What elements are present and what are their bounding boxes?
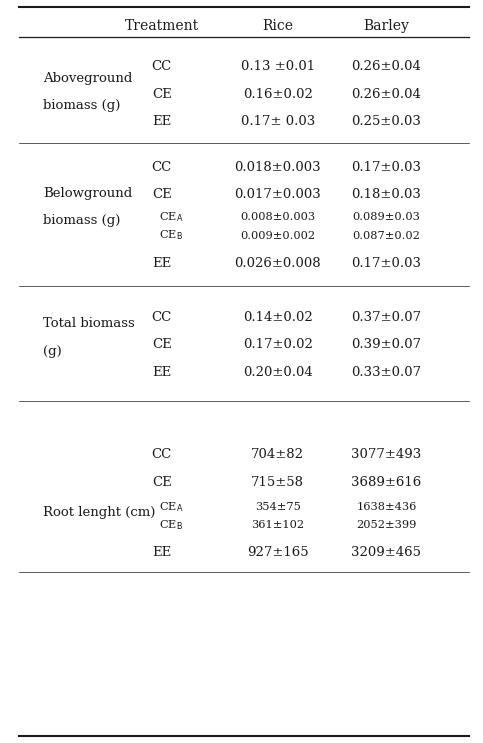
- Text: 0.25±0.03: 0.25±0.03: [352, 115, 421, 129]
- Text: 0.17±0.02: 0.17±0.02: [243, 338, 313, 351]
- Text: CC: CC: [152, 448, 172, 461]
- Text: 0.008±0.003: 0.008±0.003: [240, 212, 315, 222]
- Text: 927±165: 927±165: [247, 546, 309, 559]
- Text: EE: EE: [152, 546, 171, 559]
- Text: 0.26±0.04: 0.26±0.04: [352, 88, 421, 101]
- Text: Treatment: Treatment: [125, 19, 199, 33]
- Text: CC: CC: [152, 311, 172, 324]
- Text: 0.017±0.003: 0.017±0.003: [234, 188, 321, 201]
- Text: Belowground: Belowground: [43, 186, 133, 200]
- Text: CE: CE: [152, 476, 171, 489]
- Text: 0.13 ±0.01: 0.13 ±0.01: [241, 60, 315, 74]
- Text: Rice: Rice: [262, 19, 293, 33]
- Text: 1638±436: 1638±436: [356, 502, 417, 512]
- Text: CE$_\mathrm{A}$: CE$_\mathrm{A}$: [159, 500, 184, 513]
- Text: Total biomass: Total biomass: [43, 317, 135, 330]
- Text: 0.018±0.003: 0.018±0.003: [234, 160, 321, 174]
- Text: Barley: Barley: [364, 19, 409, 33]
- Text: CC: CC: [152, 60, 172, 74]
- Text: Root lenght (cm): Root lenght (cm): [43, 506, 156, 519]
- Text: 0.087±0.02: 0.087±0.02: [353, 230, 420, 241]
- Text: (g): (g): [43, 345, 62, 358]
- Text: EE: EE: [152, 366, 171, 379]
- Text: 0.17±0.03: 0.17±0.03: [352, 160, 421, 174]
- Text: 3209±465: 3209±465: [352, 546, 421, 559]
- Text: 3689±616: 3689±616: [351, 476, 422, 489]
- Text: 715±58: 715±58: [251, 476, 304, 489]
- Text: 0.18±0.03: 0.18±0.03: [352, 188, 421, 201]
- Text: 0.17±0.03: 0.17±0.03: [352, 256, 421, 270]
- Text: biomass (g): biomass (g): [43, 99, 121, 112]
- Text: 0.026±0.008: 0.026±0.008: [234, 256, 321, 270]
- Text: CE$_\mathrm{A}$: CE$_\mathrm{A}$: [159, 210, 184, 224]
- Text: 3077±493: 3077±493: [351, 448, 422, 461]
- Text: 0.009±0.002: 0.009±0.002: [240, 230, 315, 241]
- Text: CE: CE: [152, 188, 171, 201]
- Text: 361±102: 361±102: [251, 520, 304, 531]
- Text: 0.16±0.02: 0.16±0.02: [243, 88, 313, 101]
- Text: EE: EE: [152, 115, 171, 129]
- Text: 0.26±0.04: 0.26±0.04: [352, 60, 421, 74]
- Text: 0.39±0.07: 0.39±0.07: [351, 338, 422, 351]
- Text: CE$_\mathrm{B}$: CE$_\mathrm{B}$: [159, 229, 184, 242]
- Text: 0.089±0.03: 0.089±0.03: [353, 212, 420, 222]
- Text: 704±82: 704±82: [251, 448, 304, 461]
- Text: 354±75: 354±75: [255, 502, 300, 512]
- Text: CE: CE: [152, 88, 171, 101]
- Text: CC: CC: [152, 160, 172, 174]
- Text: 0.20±0.04: 0.20±0.04: [243, 366, 313, 379]
- Text: Aboveground: Aboveground: [43, 71, 133, 85]
- Text: CE: CE: [152, 338, 171, 351]
- Text: EE: EE: [152, 256, 171, 270]
- Text: CE$_\mathrm{B}$: CE$_\mathrm{B}$: [159, 519, 184, 532]
- Text: 0.17± 0.03: 0.17± 0.03: [241, 115, 315, 129]
- Text: 2052±399: 2052±399: [356, 520, 417, 531]
- Text: 0.37±0.07: 0.37±0.07: [351, 311, 422, 324]
- Text: 0.14±0.02: 0.14±0.02: [243, 311, 313, 324]
- Text: biomass (g): biomass (g): [43, 214, 121, 227]
- Text: 0.33±0.07: 0.33±0.07: [351, 366, 422, 379]
